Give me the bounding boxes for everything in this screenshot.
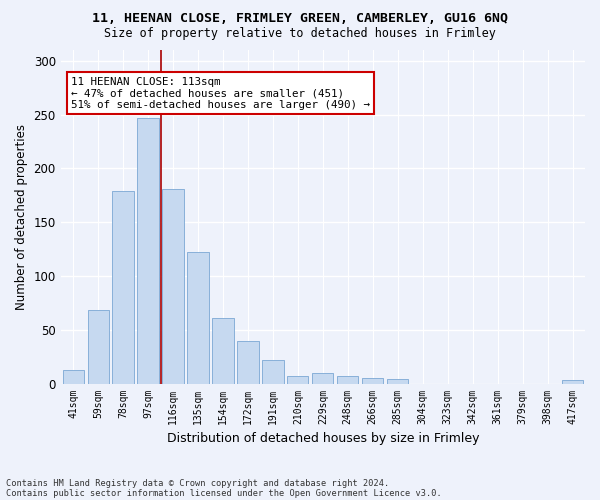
Bar [88, 310, 109, 384]
Bar [287, 376, 308, 384]
Bar [137, 118, 158, 384]
Bar [362, 378, 383, 384]
Text: 11, HEENAN CLOSE, FRIMLEY GREEN, CAMBERLEY, GU16 6NQ: 11, HEENAN CLOSE, FRIMLEY GREEN, CAMBERL… [92, 12, 508, 26]
Bar [387, 380, 409, 384]
Bar [112, 191, 134, 384]
Text: Contains HM Land Registry data © Crown copyright and database right 2024.: Contains HM Land Registry data © Crown c… [6, 478, 389, 488]
Bar [337, 376, 358, 384]
Bar [262, 360, 284, 384]
Bar [312, 373, 334, 384]
Bar [163, 189, 184, 384]
Text: 11 HEENAN CLOSE: 113sqm
← 47% of detached houses are smaller (451)
51% of semi-d: 11 HEENAN CLOSE: 113sqm ← 47% of detache… [71, 76, 370, 110]
Text: Contains public sector information licensed under the Open Government Licence v3: Contains public sector information licen… [6, 488, 442, 498]
Bar [238, 340, 259, 384]
Bar [562, 380, 583, 384]
X-axis label: Distribution of detached houses by size in Frimley: Distribution of detached houses by size … [167, 432, 479, 445]
Bar [187, 252, 209, 384]
Bar [212, 318, 233, 384]
Text: Size of property relative to detached houses in Frimley: Size of property relative to detached ho… [104, 28, 496, 40]
Y-axis label: Number of detached properties: Number of detached properties [15, 124, 28, 310]
Bar [62, 370, 84, 384]
